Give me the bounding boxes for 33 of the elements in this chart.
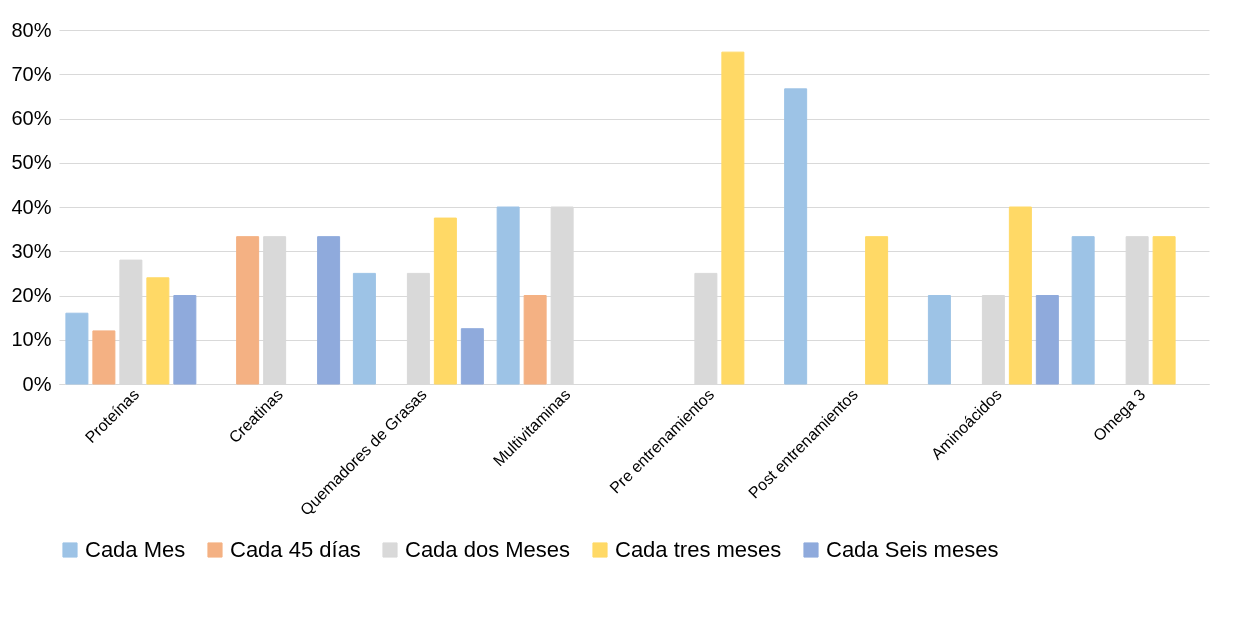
bar bbox=[236, 236, 260, 385]
y-tick-label: 70% bbox=[11, 62, 52, 85]
bar bbox=[1008, 206, 1032, 385]
bar bbox=[352, 272, 376, 385]
bar bbox=[65, 312, 89, 385]
legend-label: Cada 45 días bbox=[230, 537, 361, 562]
bar bbox=[523, 295, 547, 385]
bar bbox=[784, 88, 808, 385]
bar bbox=[146, 277, 170, 385]
bar bbox=[1035, 295, 1059, 385]
y-tick-label: 10% bbox=[11, 328, 52, 351]
bar bbox=[433, 217, 457, 385]
bar bbox=[927, 295, 951, 385]
y-tick-label: 20% bbox=[11, 284, 52, 306]
y-tick-label: 0% bbox=[22, 372, 52, 395]
bar bbox=[865, 236, 889, 385]
bar bbox=[721, 51, 745, 385]
y-tick-label: 40% bbox=[11, 195, 52, 218]
bar bbox=[92, 330, 116, 385]
y-tick-label: 60% bbox=[11, 107, 52, 129]
legend-label: Cada Mes bbox=[85, 537, 186, 562]
bar bbox=[1152, 236, 1176, 385]
legend-label: Cada tres meses bbox=[615, 537, 782, 562]
bar bbox=[496, 206, 520, 385]
bar bbox=[1071, 236, 1095, 385]
y-tick-label: 80% bbox=[11, 18, 52, 41]
bar bbox=[317, 236, 341, 385]
bar bbox=[173, 295, 197, 385]
legend-label: Cada dos Meses bbox=[405, 537, 571, 562]
bar bbox=[460, 328, 484, 385]
y-tick-label: 50% bbox=[11, 151, 52, 174]
legend-label: Cada Seis meses bbox=[826, 537, 999, 562]
y-tick-label: 30% bbox=[11, 239, 52, 262]
